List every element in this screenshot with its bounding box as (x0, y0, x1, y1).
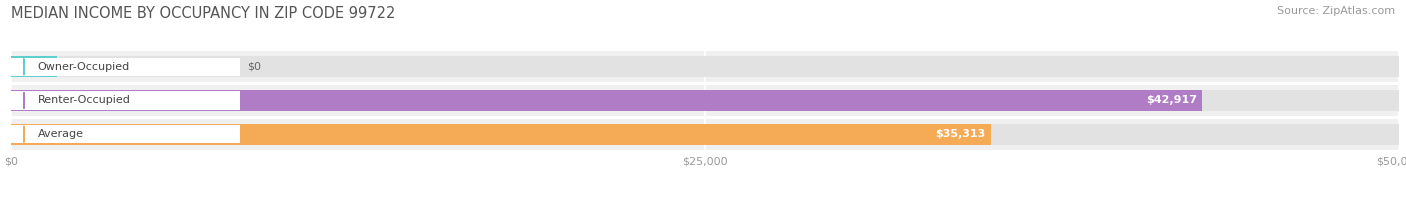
Text: Source: ZipAtlas.com: Source: ZipAtlas.com (1277, 6, 1395, 16)
Text: MEDIAN INCOME BY OCCUPANCY IN ZIP CODE 99722: MEDIAN INCOME BY OCCUPANCY IN ZIP CODE 9… (11, 6, 395, 21)
Bar (11, 125, 240, 143)
Text: $0: $0 (247, 62, 262, 72)
Bar (11, 119, 1399, 150)
Bar (11, 91, 240, 110)
Bar (11, 124, 1399, 145)
Bar (11, 85, 1399, 116)
Text: Owner-Occupied: Owner-Occupied (38, 62, 129, 72)
Text: Renter-Occupied: Renter-Occupied (38, 96, 131, 105)
Bar (11, 51, 1399, 82)
Bar (11, 124, 991, 145)
Bar (11, 56, 1399, 77)
Bar (11, 90, 1399, 111)
Text: Average: Average (38, 129, 83, 139)
Text: $42,917: $42,917 (1146, 96, 1197, 105)
Bar (11, 58, 240, 76)
Bar (11, 56, 58, 77)
Bar (11, 90, 1202, 111)
Text: $35,313: $35,313 (935, 129, 986, 139)
